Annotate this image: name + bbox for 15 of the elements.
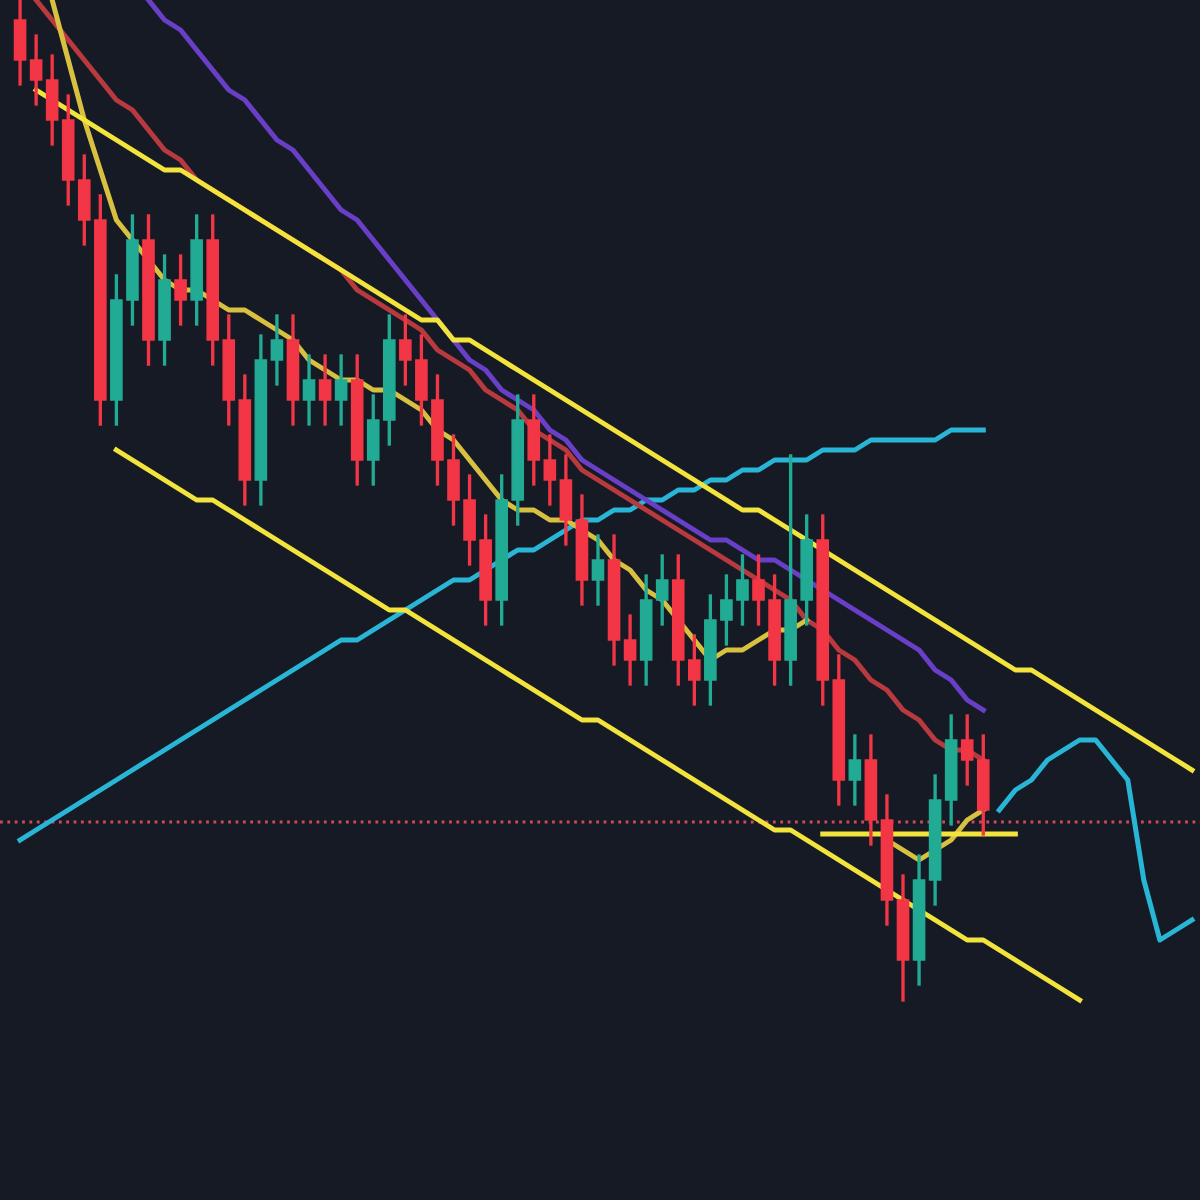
candlestick — [848, 734, 862, 806]
candlestick — [623, 614, 637, 686]
candlestick — [318, 354, 332, 426]
candlestick — [45, 54, 59, 146]
candlestick — [527, 394, 541, 486]
candlestick — [270, 314, 284, 386]
candlestick — [29, 34, 43, 106]
candlestick — [559, 454, 573, 546]
candlestick — [591, 534, 605, 606]
candlestick — [13, 0, 27, 86]
candlestick — [302, 354, 316, 426]
candlestick — [334, 354, 348, 426]
candlestick — [655, 554, 669, 626]
candlestick — [174, 254, 187, 326]
candlestick — [543, 434, 557, 506]
